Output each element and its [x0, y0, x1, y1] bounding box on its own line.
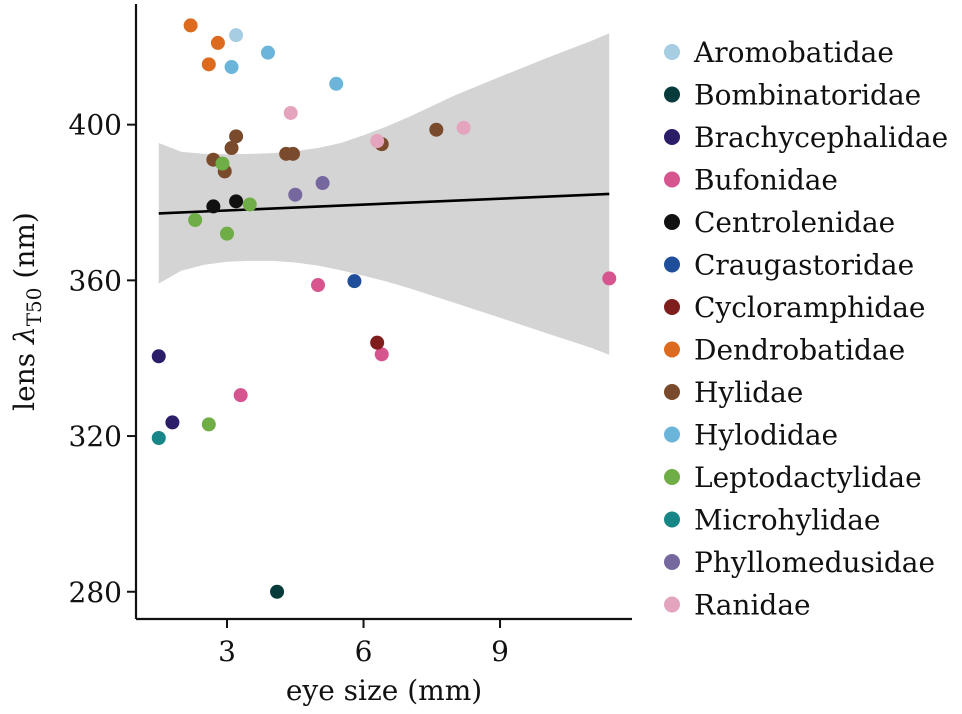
data-point: [311, 278, 326, 293]
confidence-band: [158, 33, 610, 355]
legend-swatch: [664, 44, 680, 60]
y-tick-label: 360: [69, 264, 122, 297]
x-tick-label: 9: [491, 635, 509, 668]
y-axis-title-suffix: (nm): [8, 212, 41, 287]
y-axis-title-subscript: T50: [22, 287, 46, 326]
legend-label: Microhylidae: [694, 504, 881, 537]
legend-label: Hylidae: [694, 376, 803, 409]
legend-label: Craugastoridae: [694, 249, 914, 282]
data-point: [260, 45, 275, 60]
x-axis-title: eye size (mm): [286, 674, 482, 707]
data-point: [347, 274, 362, 289]
legend-label: Centrolenidae: [694, 206, 895, 239]
data-point: [151, 431, 166, 446]
legend-label: Dendrobatidae: [694, 334, 905, 367]
data-point: [370, 134, 385, 149]
data-point: [183, 18, 198, 33]
data-point: [151, 349, 166, 364]
regression-line: [158, 192, 610, 215]
data-point: [429, 122, 444, 137]
legend-label: Brachycephalidae: [694, 121, 948, 154]
legend-label: Hylodidae: [694, 419, 838, 452]
data-point: [206, 199, 221, 214]
data-point: [224, 60, 239, 75]
legend-label: Bombinatoridae: [694, 79, 921, 112]
y-axis-title: lens λT50 (nm): [8, 212, 46, 411]
data-point: [270, 584, 285, 599]
legend-label: Aromobatidae: [693, 36, 894, 69]
data-point: [285, 146, 300, 161]
legend-label: Ranidae: [694, 589, 811, 622]
data-point: [283, 105, 298, 120]
data-point: [374, 347, 389, 362]
legend-label: Phyllomedusidae: [694, 546, 935, 579]
legend-swatch: [664, 469, 680, 485]
data-point: [220, 226, 235, 241]
y-tick-label: 320: [69, 420, 122, 453]
legend-swatch: [664, 299, 680, 315]
legend-label: Leptodactylidae: [694, 461, 922, 494]
data-point: [229, 28, 244, 43]
y-axis-title-symbol: λ: [8, 326, 41, 345]
legend-swatch: [664, 171, 680, 188]
data-point: [229, 194, 244, 209]
y-tick-label: 400: [69, 109, 122, 142]
data-point: [329, 76, 344, 91]
data-point: [165, 415, 180, 430]
legend-swatch: [664, 129, 680, 145]
data-point: [370, 335, 385, 350]
legend-swatch: [664, 214, 680, 230]
legend-swatch: [664, 426, 680, 443]
legend-swatch: [664, 341, 680, 358]
x-tick-label: 6: [355, 635, 373, 668]
x-tick-label: 3: [218, 635, 236, 668]
data-point: [215, 156, 230, 171]
legend-label: Cycloramphidae: [694, 291, 925, 324]
data-point: [210, 35, 225, 50]
y-tick-label: 280: [69, 576, 122, 609]
legend-swatch: [664, 554, 680, 570]
legend-label: Bufonidae: [694, 164, 838, 197]
data-point: [602, 271, 617, 286]
data-point: [224, 141, 239, 156]
data-point: [188, 213, 203, 228]
y-axis: 280 320 360 400: [69, 4, 138, 619]
data-point: [201, 417, 216, 432]
legend-swatch: [664, 596, 680, 613]
x-axis: 3 6 9: [136, 617, 632, 668]
legend: Aromobatidae Bombinatoridae Brachycephalid…: [664, 36, 948, 622]
y-axis-title-prefix: lens: [8, 344, 41, 411]
data-point: [288, 187, 303, 202]
data-point: [456, 120, 471, 135]
data-point: [242, 197, 257, 212]
legend-swatch: [664, 511, 680, 528]
legend-swatch: [664, 384, 680, 400]
data-points: [151, 18, 617, 599]
legend-swatch: [664, 86, 680, 103]
data-point: [315, 176, 330, 191]
legend-swatch: [664, 256, 680, 273]
data-point: [201, 57, 216, 72]
data-point: [229, 129, 244, 144]
data-point: [233, 388, 248, 403]
